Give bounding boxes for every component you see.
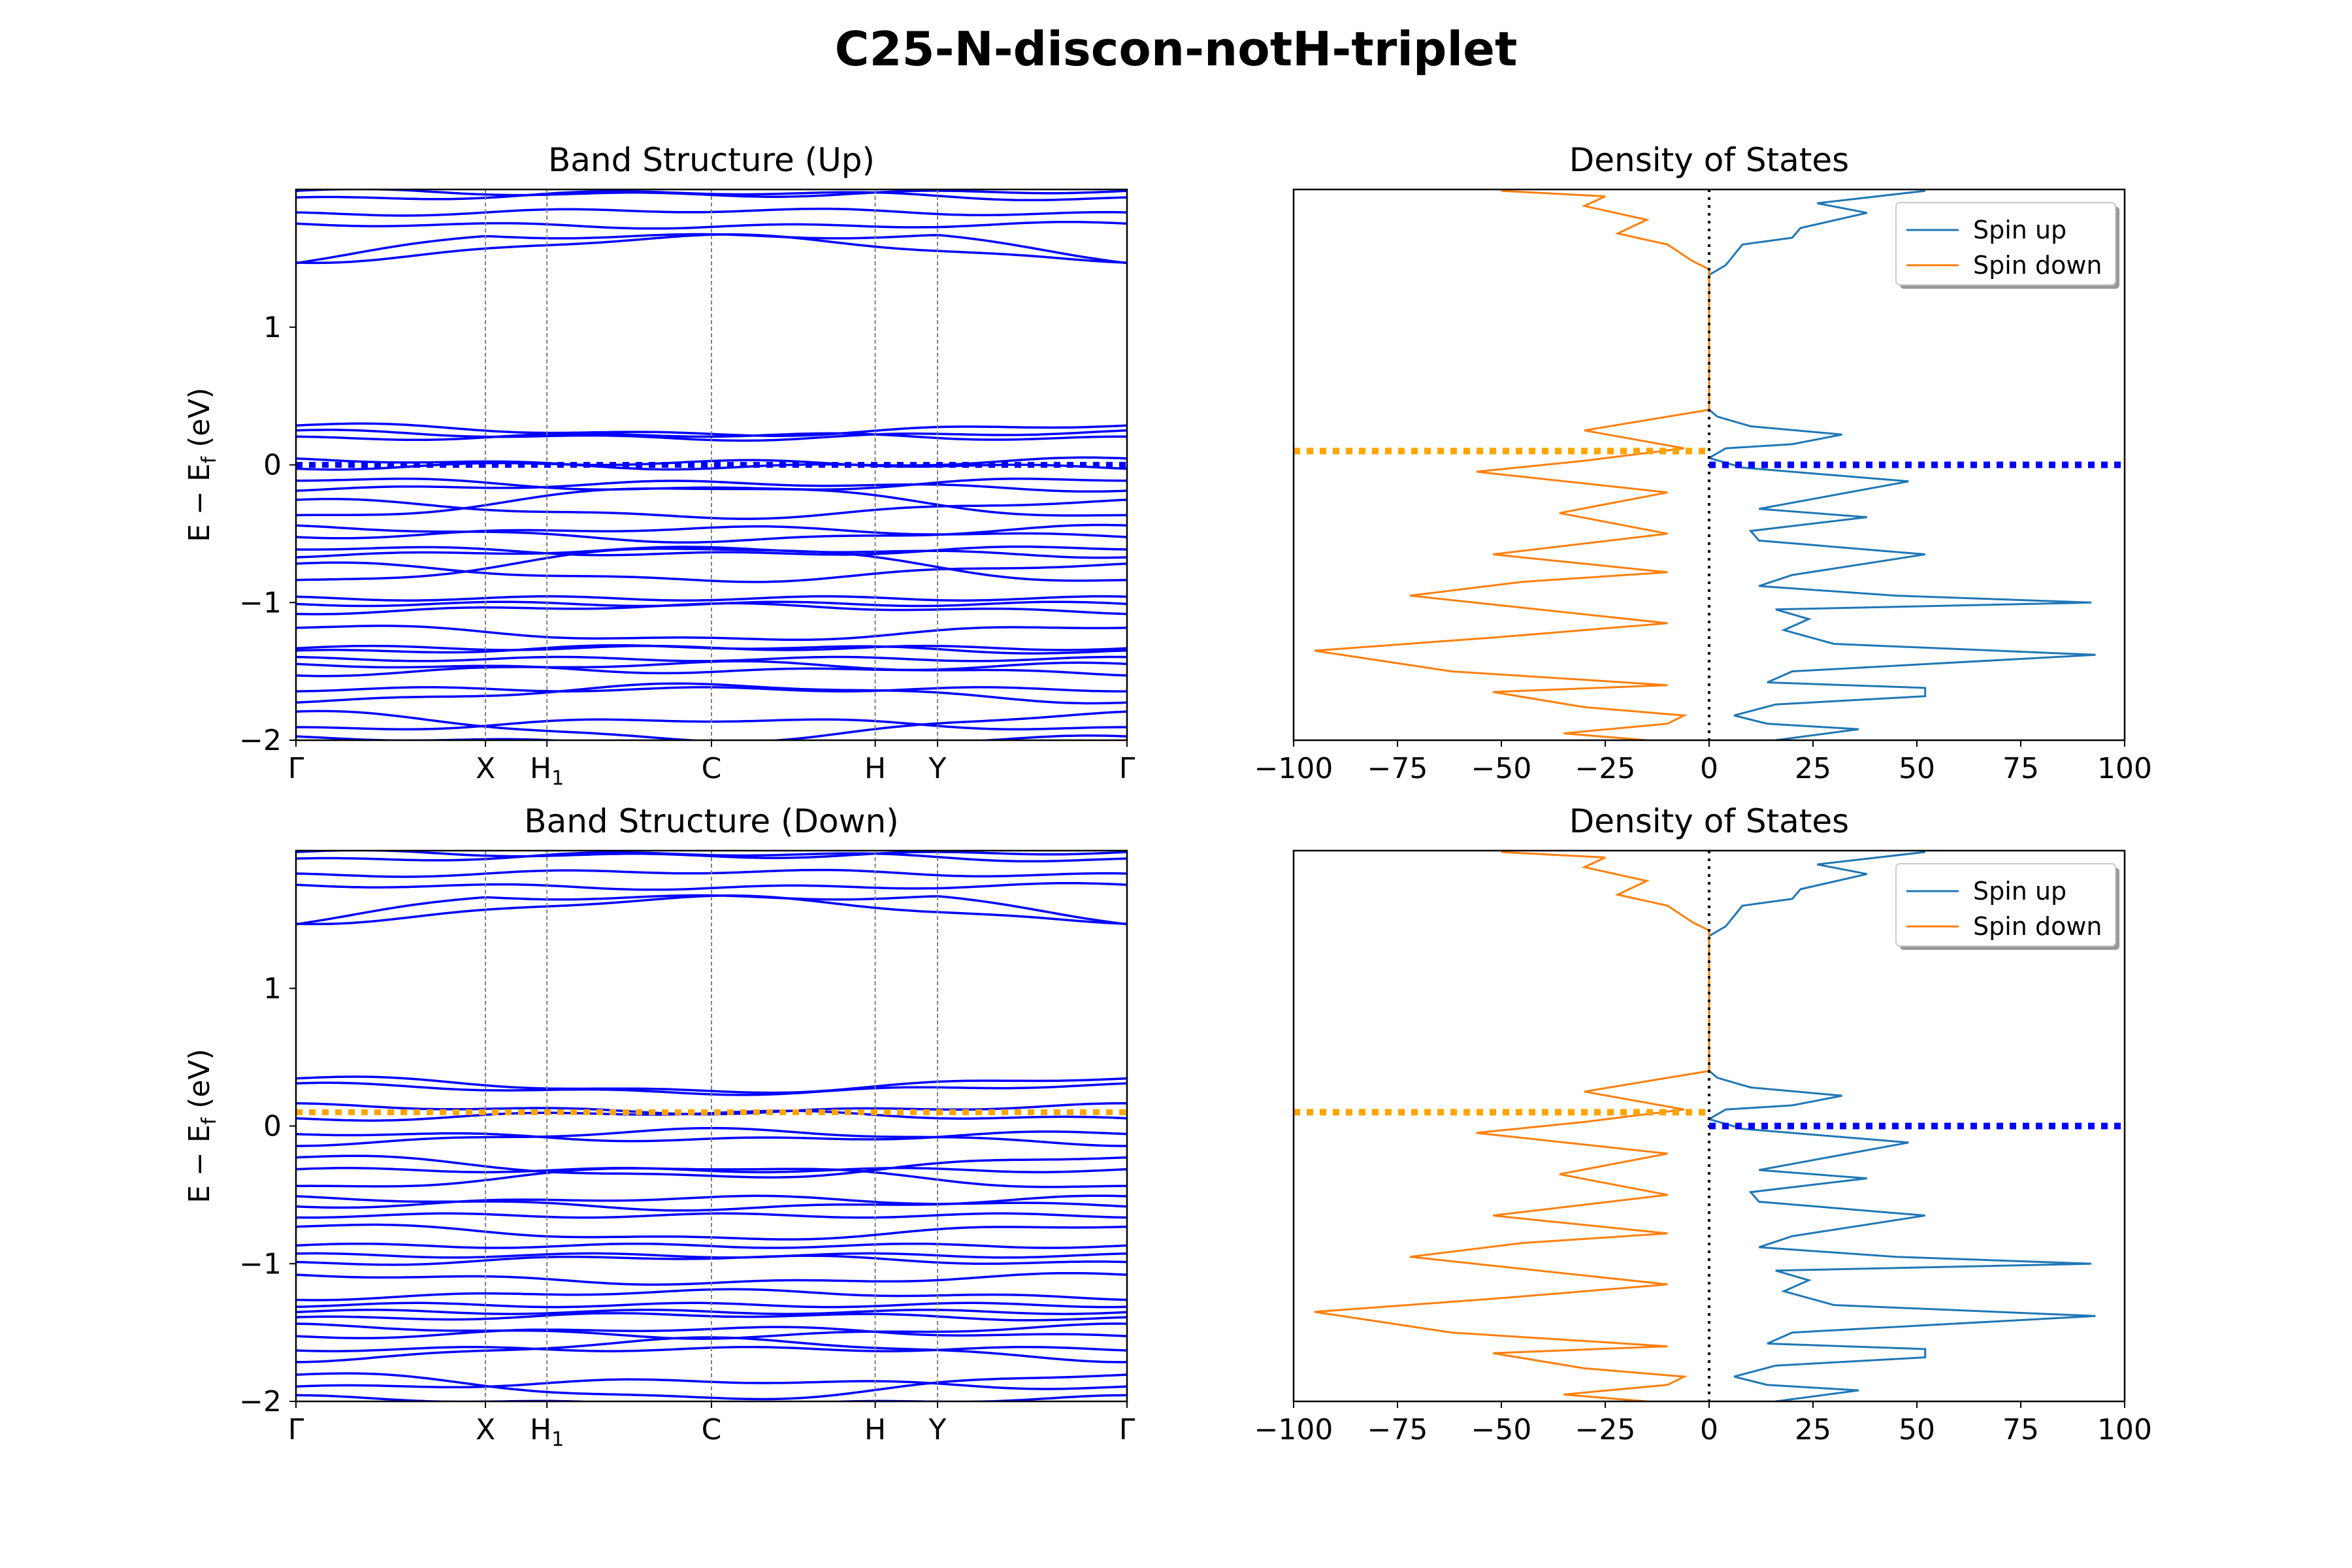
x-tick-label: −50 bbox=[1471, 1413, 1532, 1446]
legend-label: Spin down bbox=[1973, 912, 2102, 941]
x-tick-label: −25 bbox=[1575, 752, 1636, 785]
band-line bbox=[296, 894, 1127, 926]
y-tick-label: 1 bbox=[263, 311, 282, 344]
x-tick-label: Y bbox=[928, 1413, 947, 1446]
dos-up-panel: Density of States −100 −75 −50 −25 0 25 50 75 100… bbox=[1254, 141, 2152, 785]
axes-frame bbox=[1292, 849, 2126, 1403]
panel-title: Density of States bbox=[1569, 141, 1849, 179]
x-tick-label: 75 bbox=[2002, 1413, 2039, 1446]
band-line bbox=[296, 1154, 1127, 1179]
x-tick-label: 100 bbox=[2097, 1413, 2152, 1446]
x-tick-label: 100 bbox=[2097, 752, 2152, 785]
x-tick-label: −50 bbox=[1471, 752, 1532, 785]
axes-frame bbox=[295, 188, 1128, 742]
band-line bbox=[296, 1322, 1127, 1340]
y-tick-label: 1 bbox=[263, 972, 282, 1005]
band-line bbox=[296, 1372, 1127, 1401]
band-line bbox=[296, 189, 1127, 202]
dos-lines bbox=[1314, 851, 2096, 1401]
axes-frame bbox=[295, 849, 1128, 1403]
band-line bbox=[296, 882, 1127, 891]
panel-title: Band Structure (Up) bbox=[548, 141, 875, 179]
x-tick-label: X bbox=[476, 1413, 495, 1446]
legend: Spin up Spin down bbox=[1895, 863, 2119, 950]
x-tick-label: C bbox=[702, 1413, 722, 1446]
band-line bbox=[296, 525, 1127, 540]
band-line bbox=[296, 546, 1127, 559]
panel-title: Density of States bbox=[1569, 802, 1849, 840]
spin-down-line bbox=[1314, 851, 1710, 1401]
x-tick-label: Y bbox=[928, 752, 947, 785]
y-tick-label: −2 bbox=[239, 724, 282, 757]
x-tick-label: Γ bbox=[1119, 752, 1135, 785]
x-tick-label: Γ bbox=[1119, 1413, 1135, 1446]
x-tick-label: 0 bbox=[1700, 1413, 1718, 1446]
spin-up-line bbox=[1707, 851, 2096, 1401]
x-tick-label: Γ bbox=[288, 752, 304, 785]
band-line bbox=[296, 233, 1127, 265]
x-tick-label: 0 bbox=[1700, 752, 1718, 785]
band-line bbox=[296, 487, 1127, 517]
dos-lines bbox=[1314, 189, 2096, 740]
y-tick-label: −2 bbox=[239, 1385, 282, 1418]
x-tick-label: −100 bbox=[1254, 752, 1333, 785]
legend-label: Spin down bbox=[1973, 251, 2102, 280]
y-axis-label: E − Ef (eV) bbox=[183, 1049, 221, 1203]
x-tick-label: X bbox=[476, 752, 495, 785]
axes-frame bbox=[1292, 188, 2126, 742]
x-tick-label: −75 bbox=[1367, 1413, 1428, 1446]
x-tick-label: 25 bbox=[1795, 752, 1831, 785]
band-line bbox=[296, 682, 1127, 705]
legend: Spin up Spin down bbox=[1895, 202, 2119, 289]
band-line bbox=[296, 1167, 1127, 1188]
x-tick-label: C bbox=[702, 752, 722, 785]
legend-label: Spin up bbox=[1973, 877, 2066, 906]
band-line bbox=[296, 595, 1127, 602]
y-tick-label: −1 bbox=[239, 1247, 282, 1281]
band-line bbox=[296, 625, 1127, 642]
x-tick-label: Γ bbox=[288, 1413, 304, 1446]
band-line bbox=[296, 710, 1127, 740]
band-line bbox=[296, 851, 1127, 863]
band-line bbox=[296, 221, 1127, 230]
band-line bbox=[296, 561, 1127, 583]
band-line bbox=[296, 661, 1127, 675]
band-line bbox=[296, 432, 1127, 442]
x-tick-label: −75 bbox=[1367, 752, 1428, 785]
x-tick-label: 25 bbox=[1795, 1413, 1831, 1446]
band-line bbox=[296, 480, 1127, 493]
y-tick-label: 0 bbox=[263, 449, 282, 482]
x-tick-label: 50 bbox=[1899, 752, 1935, 785]
x-tick-label: −100 bbox=[1254, 1413, 1333, 1446]
y-axis-label: E − Ef (eV) bbox=[183, 387, 221, 542]
x-tick-label: H bbox=[864, 1413, 886, 1446]
y-tick-label: −1 bbox=[239, 586, 282, 619]
band-line bbox=[296, 1075, 1127, 1094]
spin-down-line bbox=[1314, 189, 1710, 740]
band-line bbox=[296, 478, 1127, 491]
spin-up-line bbox=[1707, 189, 2096, 740]
x-tick-label: 75 bbox=[2002, 752, 2039, 785]
y-tick-label: 0 bbox=[263, 1110, 282, 1143]
figure-title: C25-N-discon-notH-triplet bbox=[835, 22, 1518, 76]
x-tick-label: −25 bbox=[1575, 1413, 1636, 1446]
dos-down-panel: Density of States −100 −75 −50 −25 0 25 50 75 100… bbox=[1254, 802, 2152, 1446]
legend-label: Spin up bbox=[1973, 216, 2066, 244]
band-line bbox=[296, 523, 1127, 544]
panel-title: Band Structure (Down) bbox=[524, 802, 898, 840]
x-tick-label: 50 bbox=[1899, 1413, 1935, 1446]
x-tick-label: H bbox=[864, 752, 886, 785]
